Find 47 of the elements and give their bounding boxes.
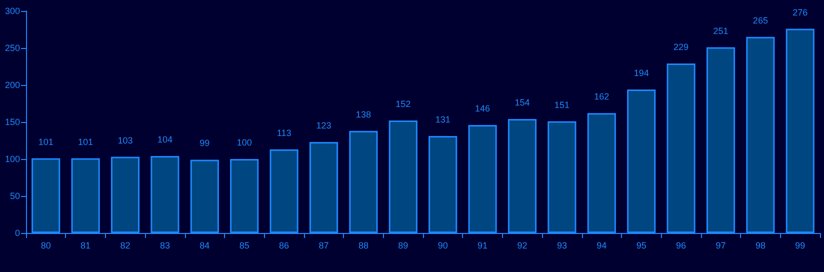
data-label: 229	[674, 42, 689, 52]
x-tick-label: 97	[716, 240, 726, 250]
x-tick-label: 93	[556, 240, 567, 250]
data-label: 100	[236, 138, 252, 148]
x-tick-label: 94	[596, 240, 607, 250]
data-label: 101	[78, 136, 94, 147]
data-label: 104	[157, 134, 172, 145]
x-tick-label: 83	[160, 240, 170, 250]
x-tick-label: 99	[795, 240, 806, 250]
y-tick-label: 150	[4, 117, 20, 127]
data-label: 123	[316, 120, 332, 130]
x-tick-label: 80	[40, 240, 51, 250]
x-tick-label: 98	[755, 240, 766, 250]
x-tick-label: 84	[200, 240, 210, 250]
data-label: 251	[713, 26, 728, 36]
data-label: 162	[594, 92, 610, 102]
data-label: 151	[554, 100, 570, 110]
y-tick-label: 300	[4, 6, 20, 16]
x-tick-label: 85	[239, 240, 250, 250]
data-label: 265	[752, 15, 768, 26]
x-tick-label: 86	[279, 240, 290, 250]
y-tick-label: 200	[4, 80, 20, 90]
x-tick-label: 91	[478, 240, 488, 250]
y-tick-label: 100	[4, 154, 20, 164]
x-tick-label: 81	[80, 240, 91, 250]
data-label: 131	[435, 114, 450, 125]
data-label: 146	[475, 103, 490, 114]
x-tick-label: 88	[358, 240, 368, 250]
y-tick-label: 0	[14, 228, 20, 238]
data-label: 138	[356, 109, 371, 120]
data-label: 101	[38, 136, 54, 147]
x-tick-label: 96	[676, 240, 686, 250]
data-label: 154	[514, 98, 530, 108]
data-label: 113	[276, 128, 292, 138]
data-label: 152	[396, 99, 411, 110]
x-tick-label: 87	[318, 240, 329, 250]
data-label: 99	[200, 138, 210, 148]
data-label: 103	[118, 135, 133, 146]
x-tick-label: 82	[120, 240, 130, 250]
data-label: 276	[792, 7, 808, 18]
x-tick-label: 95	[636, 240, 646, 250]
data-label: 194	[634, 68, 649, 78]
x-tick-label: 90	[438, 240, 448, 250]
x-tick-label: 92	[517, 240, 528, 250]
y-tick-label: 50	[10, 191, 20, 201]
y-tick-label: 250	[4, 43, 20, 53]
x-tick-label: 89	[398, 240, 408, 250]
